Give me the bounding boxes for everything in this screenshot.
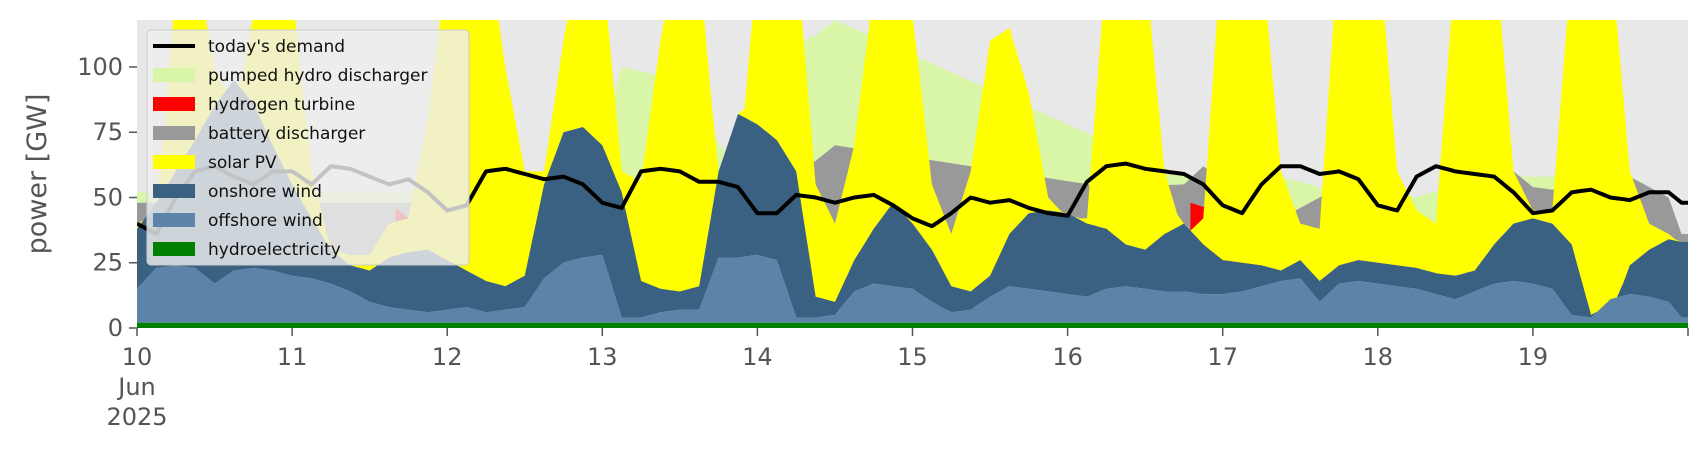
x-tick-label: 15 [897,343,928,371]
x-tick-label: 13 [587,343,618,371]
x-tick-sublabel: Jun [116,373,156,401]
y-axis-label: power [GW] [22,94,53,255]
legend-label: pumped hydro discharger [208,66,427,86]
legend-swatch [153,213,195,227]
y-axis: 0 25 50 75 100 [77,53,137,342]
area-onshore-wind [137,80,1688,318]
legend: today's demand pumped hydro discharger hyd… [146,29,470,266]
legend-box [146,29,470,266]
legend-label: today's demand [208,37,345,57]
legend-label: battery discharger [208,124,365,144]
x-tick-label: 19 [1518,343,1549,371]
legend-swatch [153,242,195,256]
y-tick-label: 100 [77,53,123,81]
x-tick-label: 18 [1363,343,1394,371]
area-solar-pv [137,20,1688,315]
x-tick-sublabel: 2025 [106,403,167,431]
x-tick-label: 11 [277,343,308,371]
x-tick-label: 12 [432,343,463,371]
stacked-areas [137,20,1688,328]
legend-swatch [153,126,195,140]
legend-label: onshore wind [208,182,322,202]
legend-swatch [153,97,195,111]
legend-label: hydrogen turbine [208,95,355,115]
y-tick-label: 50 [92,183,123,211]
x-tick-label: 10 [122,343,153,371]
legend-label: offshore wind [208,211,323,231]
y-tick-label: 0 [108,314,123,342]
y-tick-label: 25 [92,249,123,277]
x-tick-label: 14 [742,343,773,371]
legend-swatch [153,155,195,169]
legend-swatch [153,184,195,198]
legend-swatch [153,68,195,82]
x-tick-label: 17 [1207,343,1238,371]
x-tick-label: 16 [1052,343,1083,371]
legend-label: hydroelectricity [208,240,341,260]
legend-label: solar PV [208,153,277,173]
area-hydroelectricity [137,322,1688,328]
area-offshore-wind [137,254,1688,323]
y-tick-label: 75 [92,118,123,146]
